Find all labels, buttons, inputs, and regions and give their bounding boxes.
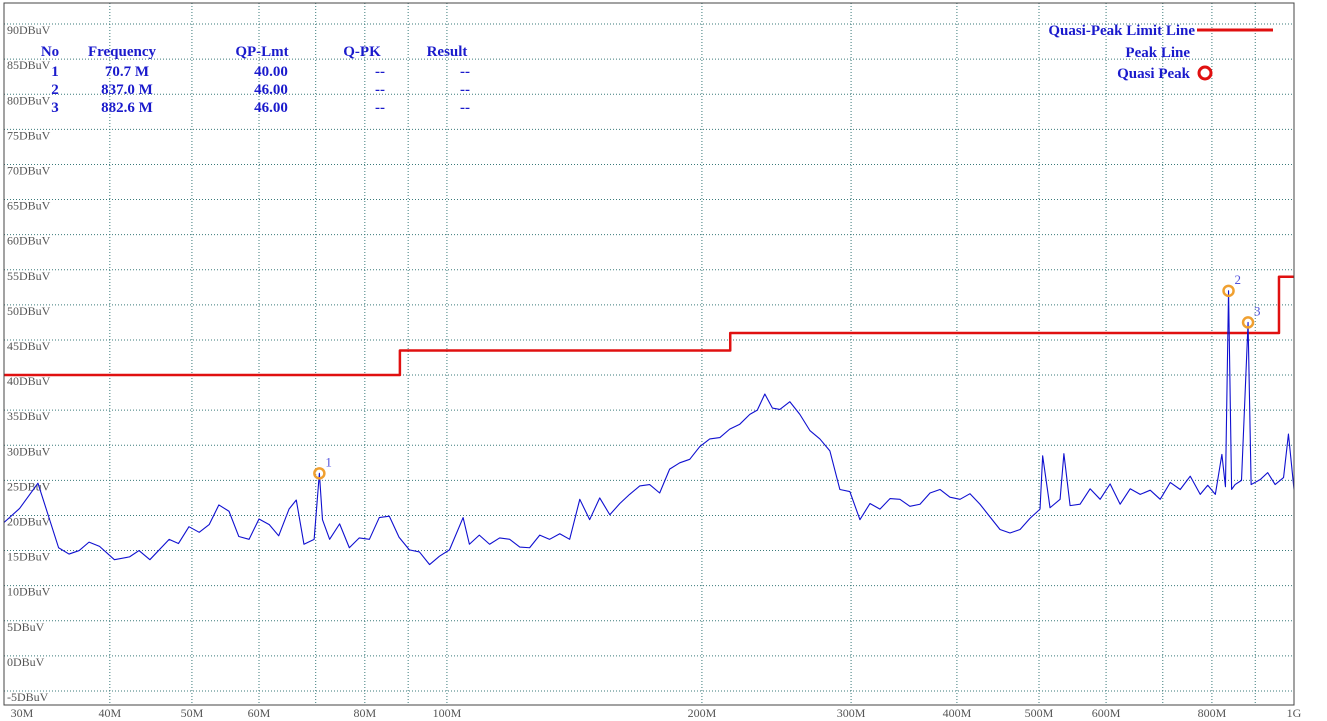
- x-tick-label: 600M: [1092, 706, 1121, 720]
- table-cell: --: [375, 64, 385, 80]
- table-cell: --: [375, 82, 385, 98]
- legend-label: Quasi-Peak Limit Line: [1048, 23, 1195, 39]
- x-tick-label: 300M: [837, 706, 866, 720]
- table-cell: 837.0 M: [101, 82, 153, 98]
- table-cell: 46.00: [254, 100, 288, 116]
- y-tick-label: 10DBuV: [7, 585, 51, 599]
- y-tick-label: 50DBuV: [7, 304, 51, 318]
- table-cell: 70.7 M: [105, 64, 149, 80]
- y-tick-label: 60DBuV: [7, 234, 51, 248]
- peak-marker: [313, 467, 326, 480]
- y-tick-label: 85DBuV: [7, 58, 51, 72]
- x-tick-label: 200M: [688, 706, 717, 720]
- table-cell: 1: [51, 64, 59, 80]
- x-tick-label: 50M: [181, 706, 204, 720]
- result-table: No Frequency QP-Lmt Q-PK Result 1 70.7 M 40.00 -…: [41, 44, 470, 116]
- y-tick-label: 90DBuV: [7, 23, 51, 37]
- table-cell: 882.6 M: [101, 100, 153, 116]
- limit-line: [4, 275, 1294, 377]
- x-tick-label: 60M: [248, 706, 271, 720]
- x-tick-label: 400M: [943, 706, 972, 720]
- table-cell: 46.00: [254, 82, 288, 98]
- x-tick-label: 40M: [98, 706, 121, 720]
- table-header: Q-PK: [343, 44, 381, 60]
- table-header: No: [41, 44, 59, 60]
- y-tick-label: 15DBuV: [7, 550, 51, 564]
- y-tick-label: 70DBuV: [7, 163, 51, 177]
- table-cell: 3: [51, 100, 59, 116]
- y-tick-label: 30DBuV: [7, 444, 51, 458]
- legend-label: Quasi Peak: [1117, 66, 1191, 82]
- y-tick-label: 20DBuV: [7, 514, 51, 528]
- x-tick-label: 500M: [1025, 706, 1054, 720]
- peak-marker: [1241, 316, 1255, 329]
- y-tick-label: 55DBuV: [7, 269, 51, 283]
- marker-label: 3: [1254, 303, 1261, 318]
- y-tick-label: 45DBuV: [7, 339, 51, 353]
- table-cell: --: [460, 100, 470, 116]
- y-tick-label: 25DBuV: [7, 479, 51, 493]
- marker-label: 1: [325, 454, 332, 469]
- table-cell: --: [375, 100, 385, 116]
- x-tick-label: 100M: [433, 706, 462, 720]
- table-header: Frequency: [88, 44, 157, 60]
- trace-line: [3, 290, 1295, 566]
- y-tick-label: 35DBuV: [7, 409, 51, 423]
- plot-area: 1 2 3: [3, 272, 1295, 566]
- legend-label: Peak Line: [1125, 45, 1190, 61]
- tick-labels: -5DBuV 0DBuV 5DBuV 10DBuV 15DBuV 20DBuV 25DBuV…: [7, 23, 1302, 720]
- marker-label: 2: [1235, 272, 1242, 287]
- table-cell: 40.00: [254, 64, 288, 80]
- x-tick-label: 800M: [1198, 706, 1227, 720]
- x-tick-label: 80M: [353, 706, 376, 720]
- table-header: Result: [427, 44, 468, 60]
- y-tick-label: 0DBuV: [7, 655, 45, 669]
- table-cell: --: [460, 64, 470, 80]
- peak-marker: [1222, 284, 1235, 298]
- y-tick-label: 80DBuV: [7, 93, 51, 107]
- y-tick-label: 75DBuV: [7, 128, 51, 142]
- plot-border: [3, 2, 1295, 706]
- legend: Quasi-Peak Limit Line Peak Line Quasi Peak: [1048, 23, 1273, 82]
- table-cell: --: [460, 82, 470, 98]
- y-tick-label: 65DBuV: [7, 199, 51, 213]
- x-tick-label: 1G: [1287, 706, 1302, 720]
- y-tick-label: 40DBuV: [7, 374, 51, 388]
- x-tick-label: 30M: [11, 706, 34, 720]
- y-tick-label: -5DBuV: [7, 690, 49, 704]
- table-header: QP-Lmt: [235, 44, 288, 60]
- y-tick-label: 5DBuV: [7, 620, 45, 634]
- table-cell: 2: [51, 82, 59, 98]
- legend-swatch: [1197, 65, 1213, 81]
